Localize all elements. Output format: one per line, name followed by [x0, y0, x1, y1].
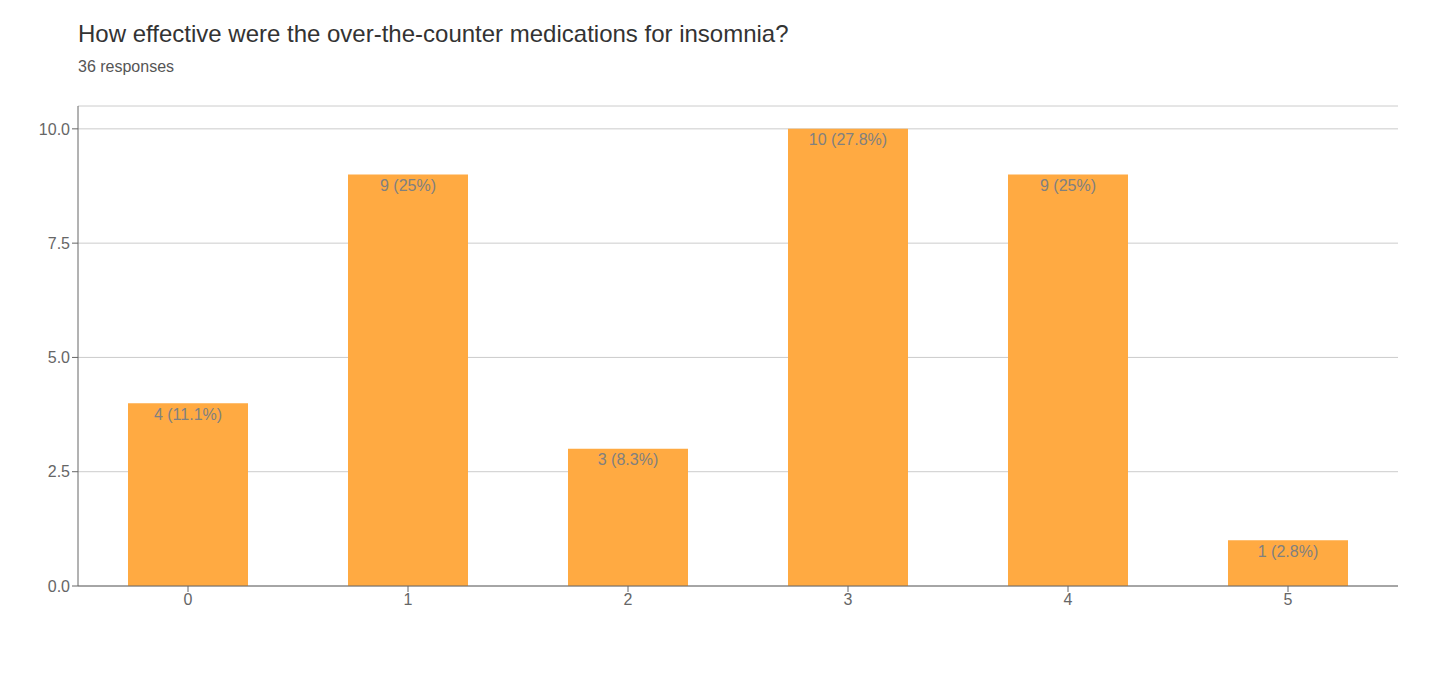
svg-text:10 (27.8%): 10 (27.8%): [809, 131, 887, 148]
svg-text:7.5: 7.5: [48, 235, 70, 252]
svg-text:2.5: 2.5: [48, 463, 70, 480]
html-text:How effective were the over-th: How effective were the over-the-counter …: [78, 20, 789, 47]
svg-text:2: 2: [624, 591, 633, 608]
svg-text:4 (11.1%): 4 (11.1%): [154, 406, 222, 423]
html-text:36 responses: 36 responses: [78, 58, 175, 75]
svg-text:5.0: 5.0: [48, 349, 70, 366]
svg-text:3 (8.3%): 3 (8.3%): [598, 451, 658, 468]
svg-text:10.0: 10.0: [39, 121, 70, 138]
svg-text:1 (2.8%): 1 (2.8%): [1258, 543, 1318, 560]
svg-text:4: 4: [1064, 591, 1073, 608]
svg-text:0.0: 0.0: [48, 578, 70, 595]
svg-text:1: 1: [404, 591, 413, 608]
svg-text:9 (25%): 9 (25%): [1040, 177, 1096, 194]
svg-text:0: 0: [184, 591, 193, 608]
svg-text:3: 3: [844, 591, 853, 608]
svg-text:5: 5: [1284, 591, 1293, 608]
svg-text:9 (25%): 9 (25%): [380, 177, 436, 194]
